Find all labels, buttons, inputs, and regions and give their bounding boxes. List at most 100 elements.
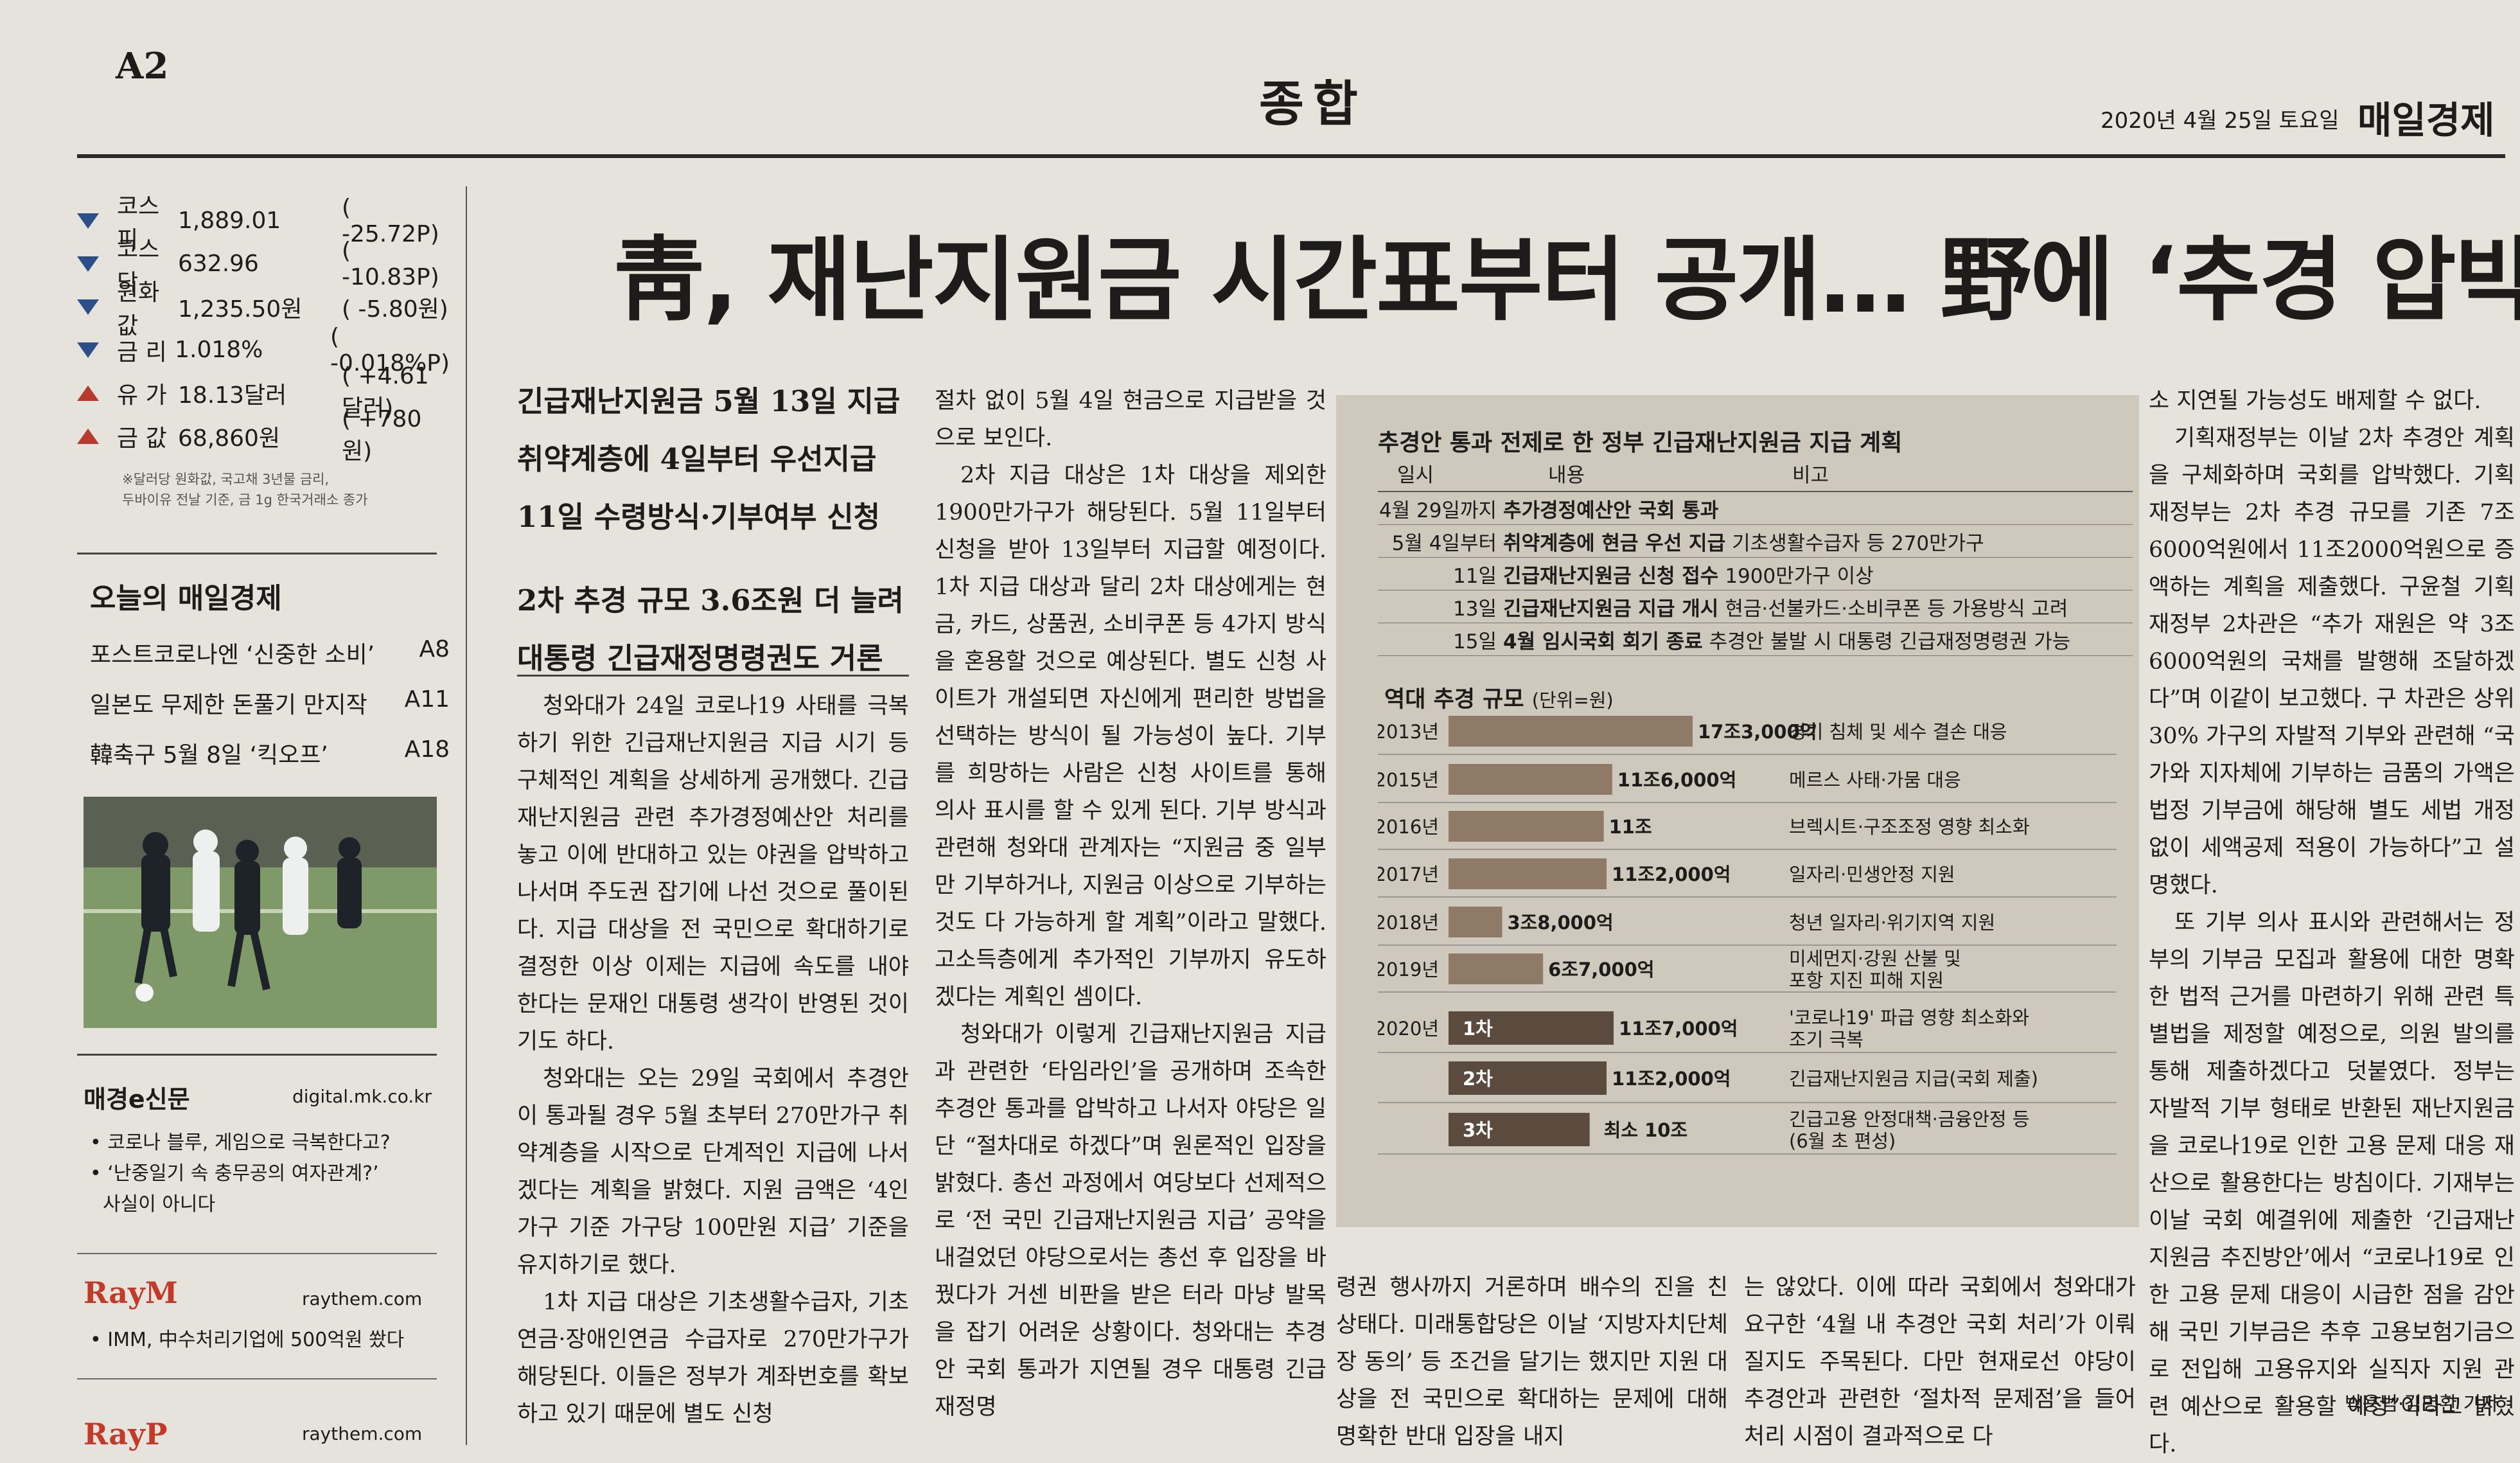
plan-note: 추경안 불발 시 대통령 긴급재정명령권 가능 bbox=[1709, 630, 2071, 653]
today-item-page: A8 bbox=[419, 636, 450, 662]
market-change: ( +780원) bbox=[342, 406, 422, 465]
subheads: 긴급재난지원금 5월 13일 지급 취약계층에 4일부터 우선지급 11일 수령… bbox=[517, 373, 909, 687]
chart-value-label: 11조 bbox=[1609, 816, 1652, 838]
chart-note: (6월 초 편성) bbox=[1789, 1130, 1896, 1152]
plan-header-note: 비고 bbox=[1792, 463, 1829, 487]
chart-category-label: 2018년 bbox=[1378, 912, 1439, 934]
chart-note: 긴급재난지원금 지급(국회 제출) bbox=[1789, 1068, 2038, 1090]
divider bbox=[77, 1253, 437, 1254]
subhead-line: 취약계층에 4일부터 우선지급 bbox=[517, 442, 877, 476]
subhead-rule bbox=[517, 675, 909, 677]
plan-content: 긴급재난지원금 지급 개시 bbox=[1503, 597, 1719, 621]
market-name: 코스닥 bbox=[117, 236, 160, 296]
chart-note: 긴급고용 안정대책·금융안정 등 bbox=[1789, 1108, 2030, 1130]
plan-content: 긴급재난지원금 신청 접수 bbox=[1503, 564, 1719, 588]
chart-bar bbox=[1449, 1113, 1590, 1146]
chart-bar-tag: 1차 bbox=[1463, 1018, 1493, 1040]
soccer-photo bbox=[84, 797, 437, 1028]
triangle-down-icon bbox=[77, 299, 99, 315]
market-change: ( -0.018%P) bbox=[330, 323, 450, 377]
raym-url[interactable]: raythem.com bbox=[302, 1288, 423, 1309]
chart-value-label: 최소 10조 bbox=[1604, 1119, 1688, 1141]
chart-note: 미세먼지·강원 산불 및 bbox=[1789, 948, 1961, 970]
chart-bar bbox=[1449, 907, 1502, 937]
today-section-title: 오늘의 매일경제 bbox=[90, 582, 282, 615]
raym-item: • IMM, 中수처리기업에 500억원 쐈다 bbox=[90, 1329, 405, 1351]
today-item-page: A18 bbox=[404, 736, 450, 763]
header-rule bbox=[77, 154, 2505, 158]
epaper-url[interactable]: digital.mk.co.kr bbox=[292, 1086, 432, 1107]
raym-logo: RayM bbox=[84, 1275, 178, 1310]
chart-value-label: 3조8,000억 bbox=[1507, 912, 1613, 934]
chart-category-label: 2020년 bbox=[1378, 1018, 1439, 1040]
today-item[interactable]: 포스트코로나엔 ‘신중한 소비’ A8 bbox=[90, 636, 450, 686]
plan-row: 4월 29일까지 추가경정예산안 국회 통과 bbox=[1378, 492, 2133, 525]
market-indicators: 코스피 1,889.01 ( -25.72P) 코스닥 632.96 ( -10.83P)… bbox=[77, 193, 450, 465]
plan-content: 4월 임시국회 회기 종료 bbox=[1503, 630, 1703, 653]
market-row: 금 리 1.018% ( -0.018%P) bbox=[77, 324, 450, 377]
plan-note: 1900만가구 이상 bbox=[1725, 564, 1874, 588]
market-row: 코스피 1,889.01 ( -25.72P) bbox=[77, 193, 450, 253]
today-item[interactable]: 일본도 무제한 돈풀기 만지작 A11 bbox=[90, 686, 450, 736]
chart-value-label: 11조6,000억 bbox=[1617, 769, 1736, 791]
market-value: 1,235.50원 bbox=[178, 296, 303, 323]
chart-bar bbox=[1449, 858, 1607, 889]
byline: 박용범·김명환 기자 bbox=[2345, 1393, 2499, 1415]
chart-value-label: 6조7,000억 bbox=[1548, 959, 1654, 980]
plan-date: 13일 bbox=[1453, 597, 1497, 621]
chart-note: 조기 극복 bbox=[1789, 1029, 1864, 1051]
subhead-line: 대통령 긴급재정명령권도 거론 bbox=[517, 641, 883, 675]
market-row: 원화값 1,235.50원 ( -5.80원) bbox=[77, 279, 450, 339]
plan-date: 5월 4일부터 bbox=[1391, 531, 1497, 555]
rayp-logo: RayP bbox=[84, 1417, 168, 1451]
article-column-2: 절차 없이 5월 4일 현금으로 지급받을 것으로 보인다. 2차 지급 대상은… bbox=[935, 388, 1326, 1420]
newspaper-name: 매일경제 bbox=[2357, 98, 2495, 142]
chart-category-label: 2017년 bbox=[1378, 864, 1439, 885]
today-list: 포스트코로나엔 ‘신중한 소비’ A8 일본도 무제한 돈풀기 만지작 A11 韓축구 … bbox=[90, 636, 450, 786]
divider bbox=[77, 1054, 437, 1056]
chart-value-label: 11조7,000억 bbox=[1619, 1018, 1738, 1040]
chart-note: 브렉시트·구조조정 영향 최소화 bbox=[1789, 816, 2030, 838]
plan-table-header: 일시 내용 비고 bbox=[1378, 455, 2133, 492]
today-item-page: A11 bbox=[404, 686, 450, 713]
market-name: 코스피 bbox=[117, 193, 160, 253]
column-divider bbox=[466, 186, 467, 1445]
plan-row: 11일 긴급재난지원금 신청 접수 1900만가구 이상 bbox=[1378, 558, 2133, 590]
today-item[interactable]: 韓축구 5월 8일 ‘킥오프’ A18 bbox=[90, 736, 450, 786]
divider bbox=[77, 553, 437, 554]
chart-title: 역대 추경 규모 (단위=원) bbox=[1384, 687, 1614, 713]
epaper-brand: 매경e신문 bbox=[84, 1085, 190, 1113]
rayp-url[interactable]: raythem.com bbox=[302, 1423, 423, 1444]
plan-row: 13일 긴급재난지원금 지급 개시 현금·선불카드·소비쿠폰 등 가용방식 고려 bbox=[1378, 590, 2133, 623]
market-row: 유 가 18.13달러 ( +4.61달러) bbox=[77, 363, 450, 421]
market-change: ( -25.72P) bbox=[342, 194, 439, 247]
market-value: 632.96 bbox=[178, 251, 259, 277]
chart-category-label: 2019년 bbox=[1378, 959, 1439, 980]
plan-row: 15일 4월 임시국회 회기 종료 추경안 불발 시 대통령 긴급재정명령권 가능 bbox=[1378, 623, 2133, 656]
chart-note: 포항 지진 피해 지원 bbox=[1789, 970, 1944, 991]
chart-category-label: 2013년 bbox=[1378, 721, 1439, 743]
triangle-down-icon bbox=[77, 213, 99, 229]
epaper-item: • 코로나 블루, 게임으로 극복한다고? bbox=[90, 1131, 391, 1154]
headline: 靑, 재난지원금 시간표부터 공개… 野에 ‘추경 압박’ bbox=[613, 227, 2520, 333]
chart-bar-tag: 2차 bbox=[1463, 1068, 1493, 1090]
market-name: 원화값 bbox=[117, 279, 160, 339]
triangle-up-icon bbox=[77, 428, 99, 444]
today-item-text: 韓축구 5월 8일 ‘킥오프’ bbox=[90, 742, 328, 768]
chart-bar bbox=[1449, 764, 1612, 795]
market-value: 18.13달러 bbox=[178, 382, 287, 409]
page-number: A2 bbox=[116, 45, 169, 87]
chart-note: 청년 일자리·위기지역 지원 bbox=[1789, 912, 1995, 934]
market-value: 1,889.01 bbox=[178, 208, 281, 234]
section-title: 종합 bbox=[1259, 75, 1367, 132]
publication-date: 2020년 4월 25일 토요일 bbox=[2101, 108, 2339, 134]
chart-note: 메르스 사태·가뭄 대응 bbox=[1789, 769, 1961, 791]
chart-note: 경기 침체 및 세수 결손 대응 bbox=[1789, 721, 2007, 743]
market-row: 코스닥 632.96 ( -10.83P) bbox=[77, 236, 450, 296]
epaper-list: • 코로나 블루, 게임으로 극복한다고? • ‘난중일기 속 충무공의 여자관… bbox=[90, 1128, 450, 1220]
market-value: 68,860원 bbox=[178, 425, 281, 452]
chart-value-label: 11조2,000억 bbox=[1612, 864, 1731, 885]
chart-bar bbox=[1449, 716, 1693, 747]
plan-table-body: 4월 29일까지 추가경정예산안 국회 통과 5월 4일부터 취약계층에 현금 우선 … bbox=[1378, 492, 2133, 656]
